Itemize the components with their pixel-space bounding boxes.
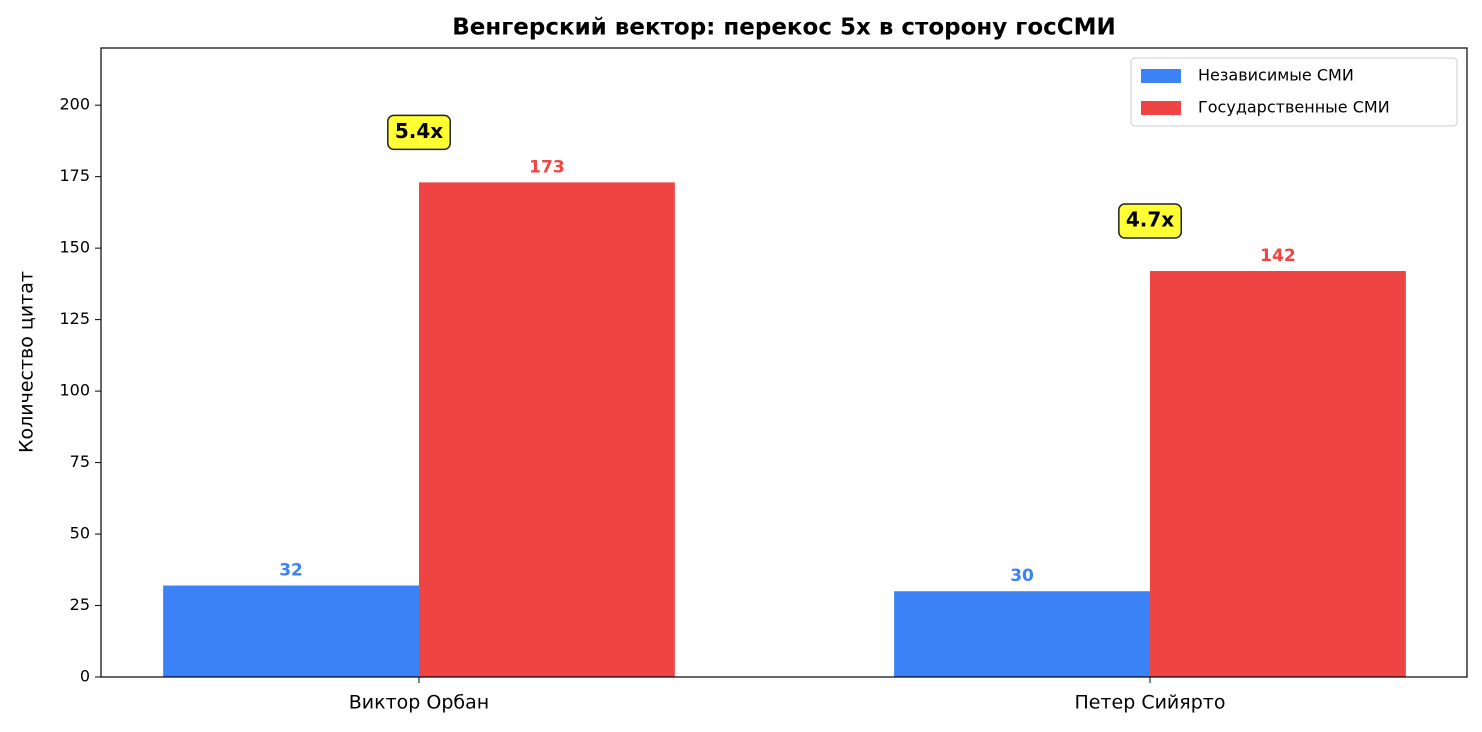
bar [418, 182, 675, 678]
legend-label: Независимые СМИ [1198, 66, 1354, 85]
y-tick-label: 25 [70, 595, 90, 614]
legend-swatch [1141, 69, 1181, 83]
annotation-text: 5.4x [395, 119, 443, 143]
bar [1149, 271, 1406, 677]
annotation-box [1118, 203, 1182, 239]
y-axis-label: Количество цитат [16, 271, 38, 453]
legend-swatch [1141, 101, 1181, 115]
y-tick-label: 75 [70, 452, 90, 471]
value-label: 142 [1260, 246, 1296, 266]
legend-label: Государственные СМИ [1198, 98, 1390, 117]
value-label: 32 [279, 561, 303, 581]
y-tick-label: 150 [59, 238, 90, 257]
annotation-text: 4.7x [1126, 208, 1174, 232]
x-tick-label: Виктор Орбан [349, 692, 489, 714]
y-tick-label: 100 [59, 381, 90, 400]
chart-title: Венгерский вектор: перекос 5x в сторону … [452, 15, 1116, 41]
annotation: 5.4x [387, 114, 451, 151]
x-tick-label: Петер Сийярто [1074, 692, 1225, 714]
annotation-box [387, 114, 451, 151]
legend-box [1130, 57, 1458, 127]
y-tick-label: 50 [70, 524, 90, 543]
value-label: 173 [529, 157, 565, 177]
y-tick-label: 175 [59, 166, 90, 185]
legend: Независимые СМИ Государственные СМИ [1130, 57, 1458, 127]
y-tick-label: 0 [80, 667, 90, 686]
annotation: 4.7x [1118, 203, 1182, 239]
y-tick-label: 125 [59, 309, 90, 328]
plot-frame [100, 47, 1468, 678]
bar [163, 585, 419, 677]
y-tick-label: 200 [59, 95, 90, 114]
bar [894, 591, 1150, 677]
value-label: 30 [1010, 566, 1034, 586]
